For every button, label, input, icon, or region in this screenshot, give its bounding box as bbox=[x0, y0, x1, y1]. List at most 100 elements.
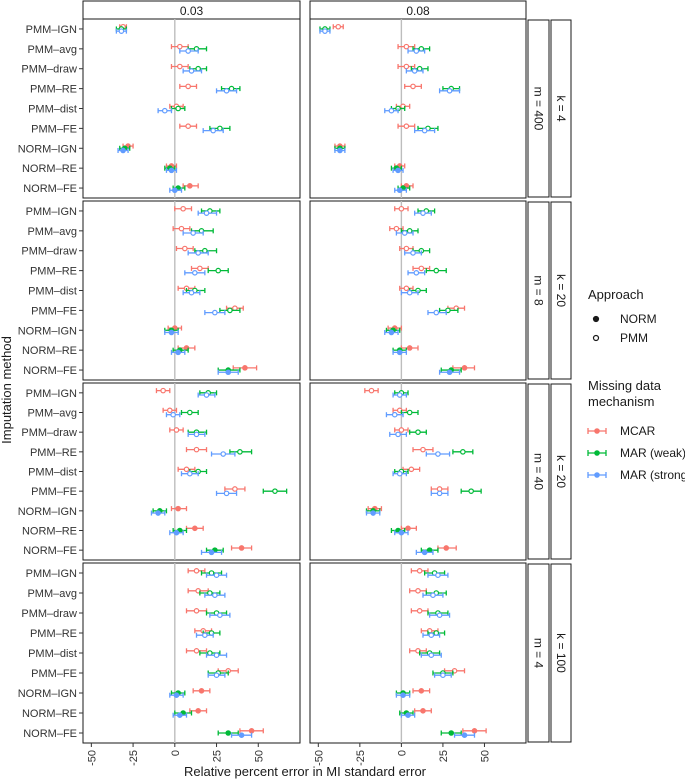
point-mar-strong-1 bbox=[422, 592, 444, 599]
point-mar-strong-6 bbox=[384, 329, 399, 336]
point-marker bbox=[208, 549, 215, 556]
point-marker bbox=[461, 365, 468, 371]
point-marker bbox=[433, 309, 440, 316]
point-marker bbox=[460, 449, 466, 455]
point-mar-strong-7 bbox=[394, 529, 409, 536]
point-mar-strong-5 bbox=[430, 490, 449, 497]
method-label: NORM–IGN bbox=[18, 506, 77, 518]
x-tick-label: 25 bbox=[212, 750, 224, 762]
point-mcar-2 bbox=[394, 427, 409, 433]
point-mar-strong-7 bbox=[400, 712, 416, 719]
point-mcar-5 bbox=[430, 486, 449, 492]
point-mar-weak-3 bbox=[207, 267, 229, 274]
point-mar-strong-6 bbox=[164, 329, 179, 336]
legend-mechanism-label: MCAR bbox=[620, 424, 656, 438]
k-strip-label: k = 20 bbox=[554, 274, 568, 307]
point-mar-strong-8 bbox=[200, 549, 223, 556]
m-strip bbox=[527, 19, 550, 198]
method-label: PMM–avg bbox=[27, 588, 77, 600]
point-mar-weak-3 bbox=[229, 449, 253, 455]
point-marker bbox=[173, 692, 180, 699]
legend-approach-label: PMM bbox=[620, 331, 648, 345]
method-label: PMM–IGN bbox=[26, 206, 77, 218]
method-label: NORM–FE bbox=[23, 365, 77, 377]
legend-mechanism-key-dot bbox=[594, 428, 600, 434]
point-mcar-2 bbox=[169, 427, 184, 433]
panel-frame bbox=[309, 382, 527, 561]
panel-r4-c1 bbox=[82, 562, 301, 744]
point-mar-strong-5 bbox=[215, 490, 238, 497]
point-mar-strong-7 bbox=[392, 167, 404, 174]
point-marker bbox=[403, 123, 410, 129]
point-marker bbox=[433, 630, 440, 636]
method-label: PMM–IGN bbox=[26, 24, 77, 36]
point-marker bbox=[215, 267, 222, 274]
point-marker bbox=[395, 431, 401, 438]
point-marker bbox=[405, 525, 411, 532]
point-marker bbox=[170, 411, 176, 418]
point-mcar-2 bbox=[399, 245, 414, 252]
point-mcar-0 bbox=[174, 205, 193, 212]
point-mar-strong-2 bbox=[428, 612, 451, 619]
legend-approach-title: Approach bbox=[588, 287, 644, 302]
point-marker bbox=[187, 470, 193, 477]
m-strip bbox=[527, 201, 550, 380]
point-marker bbox=[238, 545, 245, 551]
method-label: PMM–IGN bbox=[26, 568, 77, 580]
point-marker bbox=[396, 349, 403, 356]
point-marker bbox=[436, 490, 443, 497]
point-marker bbox=[411, 68, 418, 74]
method-label: PMM–dist bbox=[28, 648, 77, 660]
legend-mechanism-title: mechanism bbox=[588, 394, 654, 409]
point-mar-strong-1 bbox=[165, 411, 181, 418]
point-marker bbox=[446, 369, 453, 376]
point-marker bbox=[403, 285, 410, 292]
point-mcar-0 bbox=[155, 387, 171, 394]
legend-mechanism-label: MAR (strong) bbox=[620, 468, 685, 482]
point-mar-weak-1 bbox=[400, 409, 419, 416]
method-label: PMM–dist bbox=[28, 467, 77, 479]
point-marker bbox=[172, 187, 178, 194]
point-mar-strong-6 bbox=[169, 692, 184, 699]
point-marker bbox=[120, 147, 126, 154]
point-mcar-2 bbox=[185, 607, 208, 614]
point-marker bbox=[173, 529, 180, 536]
m-strip bbox=[527, 563, 550, 743]
row-strips-2: m = 8 k = 20 bbox=[527, 201, 572, 380]
point-mar-strong-3 bbox=[195, 632, 214, 639]
point-marker bbox=[177, 43, 183, 50]
point-mcar-7 bbox=[414, 707, 432, 714]
point-marker bbox=[212, 309, 218, 316]
point-marker bbox=[398, 529, 405, 536]
point-mar-strong-2 bbox=[405, 68, 424, 74]
point-marker bbox=[207, 590, 213, 596]
point-mar-strong-4 bbox=[392, 470, 408, 477]
m-strip-label: m = 4 bbox=[532, 638, 546, 669]
point-marker bbox=[395, 167, 401, 174]
k-strip-label: k = 20 bbox=[554, 455, 568, 488]
point-mcar-1 bbox=[162, 407, 178, 414]
point-mar-weak-3 bbox=[425, 267, 447, 274]
point-mcar-0 bbox=[364, 387, 379, 394]
y-axis-title: Imputation method bbox=[0, 336, 14, 444]
point-mar-strong-8 bbox=[217, 369, 239, 376]
x-tick-label: 0 bbox=[170, 750, 182, 756]
point-mar-strong-3 bbox=[407, 270, 426, 276]
point-mar-strong-0 bbox=[197, 210, 218, 216]
point-marker bbox=[182, 245, 188, 252]
panel-r2-c1 bbox=[82, 200, 301, 381]
point-marker bbox=[195, 707, 201, 714]
method-label: PMM–FE bbox=[31, 486, 77, 498]
point-mar-strong-6 bbox=[395, 692, 411, 699]
point-marker bbox=[416, 567, 423, 574]
point-marker bbox=[370, 510, 376, 516]
point-mar-strong-0 bbox=[427, 572, 449, 579]
point-mar-strong-5 bbox=[414, 127, 436, 134]
point-mar-strong-5 bbox=[207, 672, 226, 679]
point-mcar-4 bbox=[399, 285, 414, 292]
point-mcar-4 bbox=[177, 466, 196, 473]
point-marker bbox=[396, 187, 403, 194]
x-tick-label: 0 bbox=[396, 750, 408, 756]
x-tick-label: 25 bbox=[438, 750, 450, 762]
point-mar-strong-0 bbox=[319, 28, 331, 34]
